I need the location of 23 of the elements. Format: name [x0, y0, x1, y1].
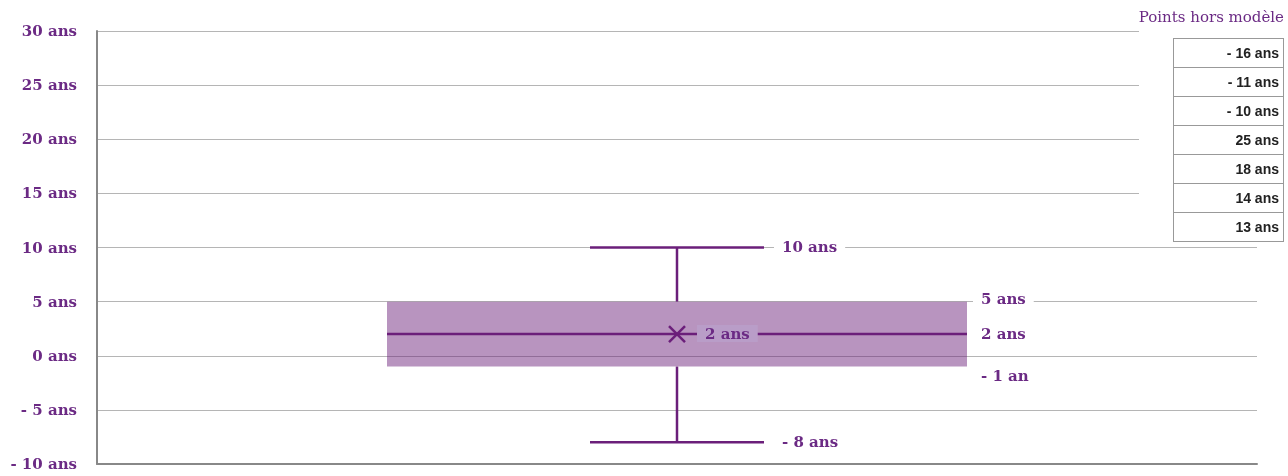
y-tick-label: 5 ans	[32, 292, 77, 311]
annotation: 18 ans	[1173, 154, 1284, 184]
y-tick-label: 25 ans	[21, 76, 77, 95]
annotation: - 8 ans	[782, 432, 839, 451]
annotation: - 11 ans	[1173, 67, 1284, 97]
y-tick-label: - 5 ans	[20, 400, 77, 419]
text: Points hors modèle	[1138, 8, 1284, 26]
annotation: 2 ans	[705, 324, 750, 343]
annotation: - 1 an	[981, 367, 1029, 386]
annotation: 5 ans	[981, 290, 1026, 309]
y-tick-label: 15 ans	[21, 184, 77, 203]
y-tick-label: 20 ans	[21, 130, 77, 149]
annotation: - 16 ans	[1173, 38, 1284, 68]
annotation: 2 ans	[981, 324, 1026, 343]
annotation: 13 ans	[1173, 212, 1284, 242]
annotation: - 10 ans	[1173, 96, 1284, 126]
annotation: 25 ans	[1173, 125, 1284, 155]
y-tick-label: 10 ans	[21, 238, 77, 257]
annotation: 10 ans	[782, 238, 838, 256]
y-tick-label: - 10 ans	[10, 455, 77, 473]
annotation: 14 ans	[1173, 183, 1284, 213]
y-tick-label: 30 ans	[21, 22, 77, 40]
y-tick-label: 0 ans	[32, 346, 77, 365]
